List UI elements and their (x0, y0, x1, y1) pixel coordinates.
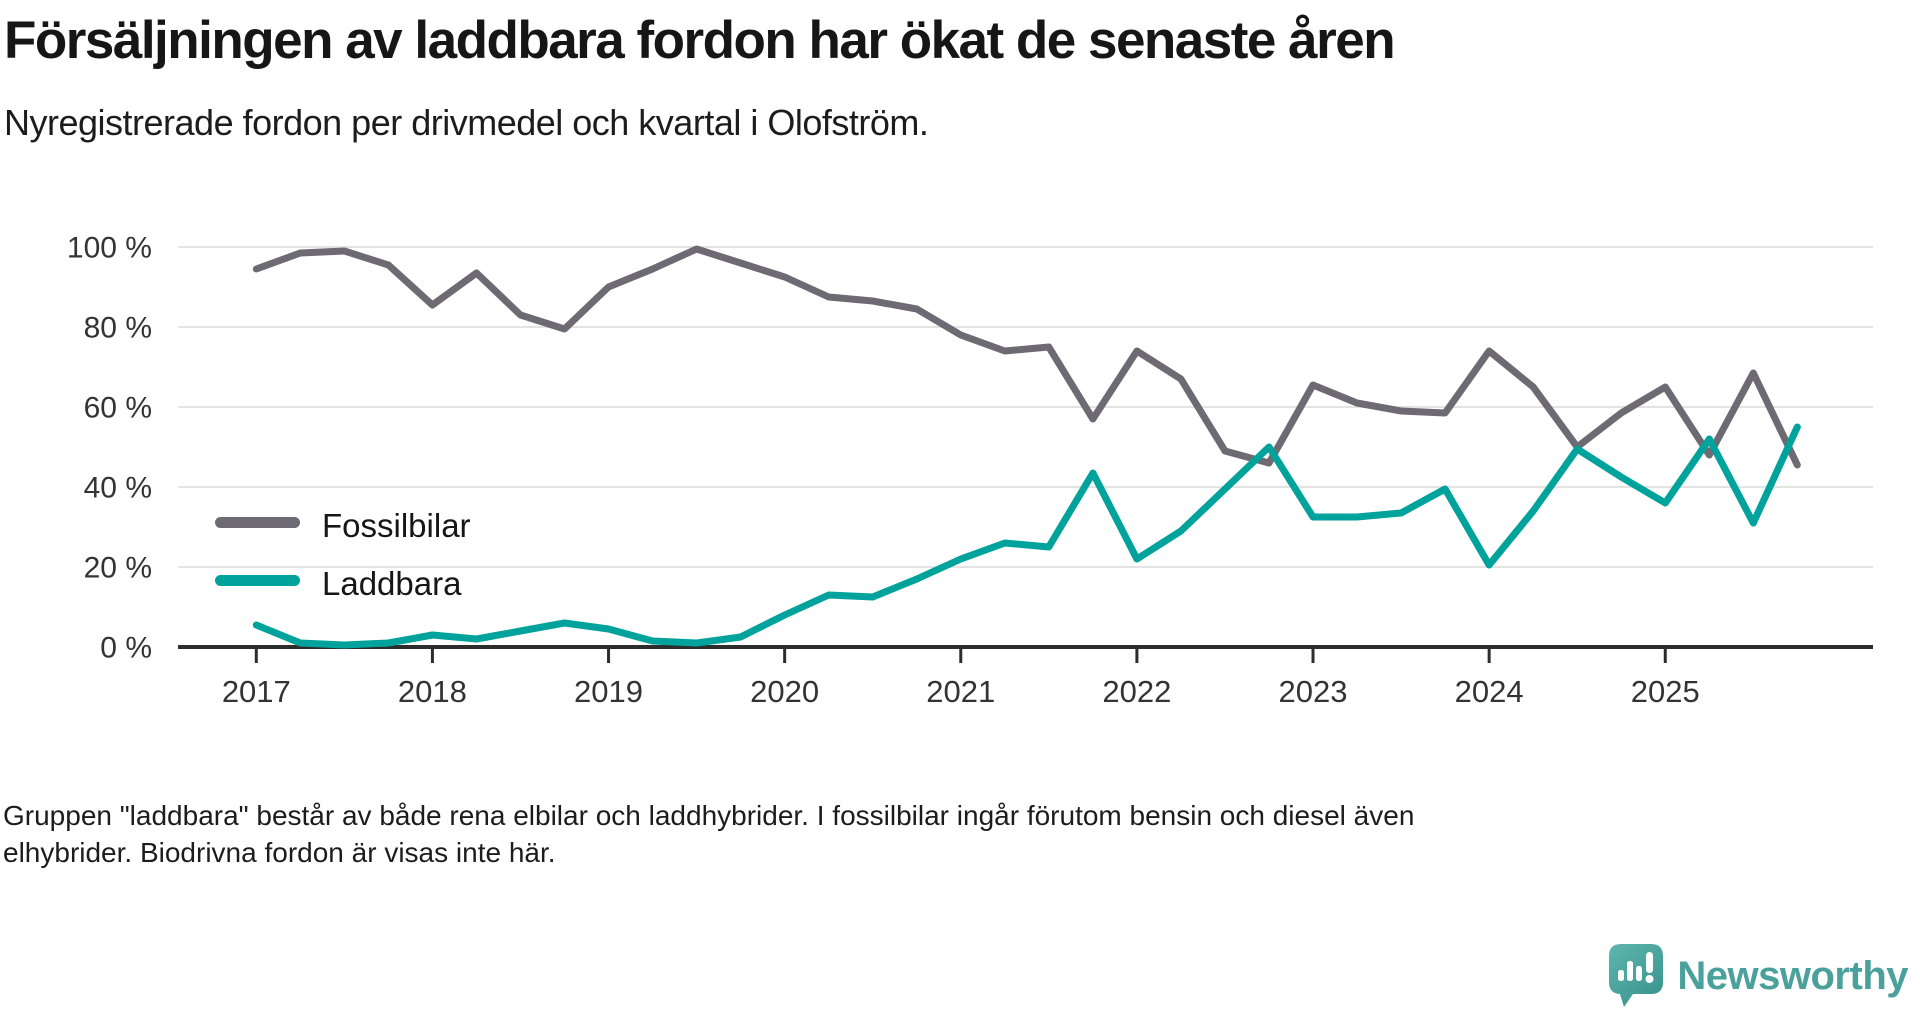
logo-bar-chart-glyph (1618, 952, 1654, 983)
x-axis-label-2023: 2023 (1279, 674, 1348, 709)
footnote-line: Gruppen "laddbara" består av både rena e… (3, 800, 1415, 831)
y-axis-label-80: 80 % (84, 312, 152, 345)
line-fossilbilar (252, 245, 1801, 469)
legend-label-laddbara: Laddbara (322, 565, 462, 602)
y-axis-label-60: 60 % (84, 392, 152, 425)
chart-footnote: Gruppen "laddbara" består av både rena e… (3, 797, 1414, 871)
chart-title: Försäljningen av laddbara fordon har öka… (4, 11, 1396, 70)
x-axis-label-2017: 2017 (222, 674, 291, 709)
x-axis-label-2022: 2022 (1102, 674, 1171, 709)
x-axis-label-2019: 2019 (574, 674, 643, 709)
y-axis-label-0: 0 % (100, 632, 152, 665)
legend-label-fossilbilar: Fossilbilar (322, 507, 471, 544)
y-axis-label-20: 20 % (84, 552, 152, 585)
x-axis-label-2020: 2020 (750, 674, 819, 709)
footnote-line: elhybrider. Biodrivna fordon är visas in… (3, 837, 556, 868)
legend-swatch-laddbara (215, 575, 300, 586)
y-axis-label-100: 100 % (67, 232, 152, 265)
newsworthy-logo-icon (1609, 944, 1664, 1007)
x-axis-label-2024: 2024 (1455, 674, 1524, 709)
line-laddbara (252, 423, 1801, 649)
y-axis-label-40: 40 % (84, 472, 152, 505)
legend-swatch-fossilbilar (215, 517, 300, 528)
x-axis-label-2021: 2021 (926, 674, 995, 709)
newsworthy-logo: Newsworthy (1609, 944, 1908, 1008)
newsworthy-logo-text: Newsworthy (1677, 953, 1908, 998)
x-axis-label-2018: 2018 (398, 674, 467, 709)
x-axis-label-2025: 2025 (1631, 674, 1700, 709)
chart-subtitle: Nyregistrerade fordon per drivmedel och … (4, 102, 929, 143)
